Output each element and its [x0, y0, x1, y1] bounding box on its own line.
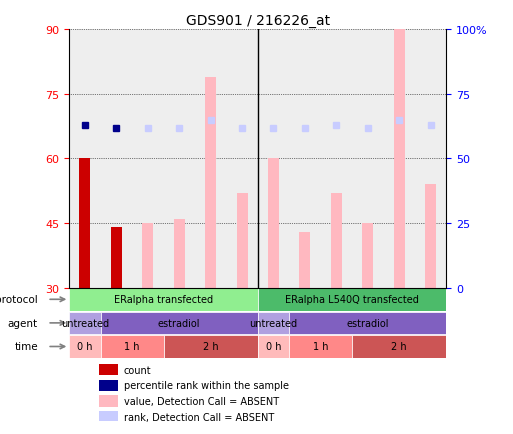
Text: estradiol: estradiol	[158, 318, 201, 328]
Bar	[352, 30, 383, 288]
Text: 2 h: 2 h	[391, 342, 407, 352]
Bar	[236, 194, 248, 288]
Bar	[289, 312, 446, 335]
Bar	[258, 288, 446, 311]
Bar	[100, 380, 118, 391]
Bar	[289, 335, 352, 358]
Bar	[164, 30, 195, 288]
Text: 1 h: 1 h	[313, 342, 328, 352]
Bar	[268, 159, 279, 288]
Bar	[425, 185, 436, 288]
Bar	[69, 335, 101, 358]
Bar	[101, 335, 164, 358]
Text: ERalpha transfected: ERalpha transfected	[114, 295, 213, 305]
Bar	[80, 159, 90, 288]
Bar	[101, 312, 258, 335]
Bar	[258, 312, 289, 335]
Title: GDS901 / 216226_at: GDS901 / 216226_at	[186, 14, 330, 28]
Text: untreated: untreated	[249, 318, 298, 328]
Bar	[69, 30, 101, 288]
Bar	[101, 30, 132, 288]
Bar	[300, 232, 310, 288]
Bar	[205, 78, 216, 288]
Bar	[393, 30, 405, 288]
Bar	[362, 224, 373, 288]
Bar	[164, 335, 258, 358]
Bar	[415, 30, 446, 288]
Bar	[174, 219, 185, 288]
Text: value, Detection Call = ABSENT: value, Detection Call = ABSENT	[124, 396, 279, 406]
Bar	[69, 312, 101, 335]
Bar	[111, 228, 122, 288]
Bar	[352, 335, 446, 358]
Text: count: count	[124, 365, 151, 375]
Bar	[132, 30, 164, 288]
Bar	[100, 395, 118, 407]
Bar	[258, 335, 289, 358]
Bar	[383, 30, 415, 288]
Text: percentile rank within the sample: percentile rank within the sample	[124, 380, 288, 390]
Bar	[289, 30, 321, 288]
Text: protocol: protocol	[0, 295, 38, 305]
Text: 0 h: 0 h	[77, 342, 93, 352]
Bar	[69, 288, 258, 311]
Bar	[331, 194, 342, 288]
Bar	[321, 30, 352, 288]
Text: time: time	[14, 342, 38, 352]
Bar	[195, 30, 226, 288]
Text: 2 h: 2 h	[203, 342, 219, 352]
Text: agent: agent	[8, 318, 38, 328]
Text: untreated: untreated	[61, 318, 109, 328]
Bar	[142, 224, 153, 288]
Text: ERalpha L540Q transfected: ERalpha L540Q transfected	[285, 295, 419, 305]
Text: rank, Detection Call = ABSENT: rank, Detection Call = ABSENT	[124, 411, 274, 421]
Bar	[258, 30, 289, 288]
Bar	[100, 364, 118, 375]
Bar	[100, 411, 118, 422]
Text: 1 h: 1 h	[124, 342, 140, 352]
Text: 0 h: 0 h	[266, 342, 281, 352]
Text: estradiol: estradiol	[346, 318, 389, 328]
Bar	[226, 30, 258, 288]
